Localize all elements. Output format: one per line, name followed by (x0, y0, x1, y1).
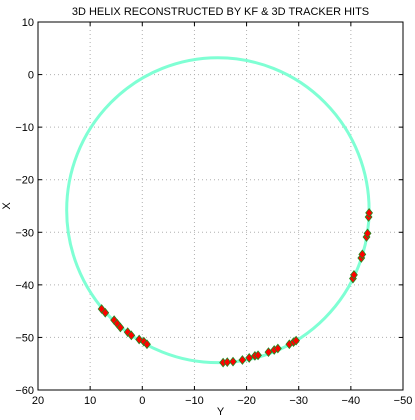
tracker-hit-marker (264, 347, 273, 358)
x-tick-label: 20 (32, 395, 44, 407)
x-tick-label: −20 (237, 395, 256, 407)
y-tick-label: 10 (22, 17, 34, 29)
y-tick-label: −10 (15, 122, 34, 134)
x-tick-label: −10 (185, 395, 204, 407)
x-tick-label: 0 (139, 395, 145, 407)
y-tick-label: −50 (15, 332, 34, 344)
tracker-hit-marker (143, 339, 151, 350)
y-axis-label: X (1, 202, 13, 210)
tracker-hit-marker (254, 350, 262, 361)
tracker-hit-marker (245, 353, 254, 363)
tracker-hit-marker (238, 355, 247, 365)
x-tick-label: −40 (342, 395, 361, 407)
y-tick-label: −60 (15, 385, 34, 397)
tracker-hit-marker (292, 335, 301, 346)
y-tick-label: −20 (15, 175, 34, 187)
axis-ticks: 20 10 0 −10 −20 −30 −40 −50 10 0 −10 −20 −30 −40 −50 −6… (15, 17, 412, 407)
tracker-hit-marker (101, 307, 110, 318)
tracker-hit-marker (363, 228, 372, 239)
plot-frame (37, 21, 404, 391)
tracker-hit-marker (365, 207, 374, 218)
chart-title: 3D HELIX RECONSTRUCTED BY KF & 3D TRACKE… (72, 6, 369, 18)
tracker-hits (97, 207, 374, 368)
x-tick-label: 10 (84, 395, 96, 407)
y-tick-label: 0 (28, 70, 34, 82)
tracker-hit-marker (116, 322, 125, 333)
tracker-hit-marker (229, 356, 237, 367)
x-tick-label: −50 (394, 395, 413, 407)
x-tick-label: −30 (289, 395, 308, 407)
tracker-hit-marker (350, 269, 358, 280)
tracker-hit-marker (127, 330, 136, 341)
y-tick-label: −30 (15, 227, 34, 239)
y-tick-label: −40 (15, 280, 34, 292)
tracker-hit-marker (273, 343, 282, 354)
grid-lines (38, 22, 403, 390)
tracker-hit-marker (358, 249, 367, 260)
x-axis-label: Y (217, 406, 225, 418)
tracker-hit-marker (223, 357, 232, 368)
